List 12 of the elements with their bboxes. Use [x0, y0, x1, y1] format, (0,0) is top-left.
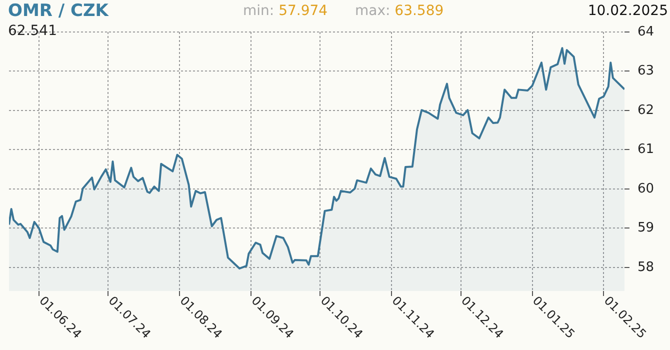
y-tick-label: 58	[637, 260, 654, 275]
y-tick-label: 62	[637, 102, 654, 118]
chart-title: OMR / CZK	[8, 1, 108, 21]
y-tick-label: 61	[637, 142, 654, 158]
text: 10.02.2025	[588, 3, 668, 19]
y-tick-label: 63	[637, 64, 654, 79]
y-tick-label: 64	[637, 24, 654, 40]
text: max: 63.589	[355, 3, 444, 19]
y-tick-label: 59	[637, 220, 654, 236]
y-tick-label: 60	[637, 181, 654, 196]
annotation: 62.541	[8, 23, 57, 39]
text: min: 57.974	[243, 3, 328, 19]
